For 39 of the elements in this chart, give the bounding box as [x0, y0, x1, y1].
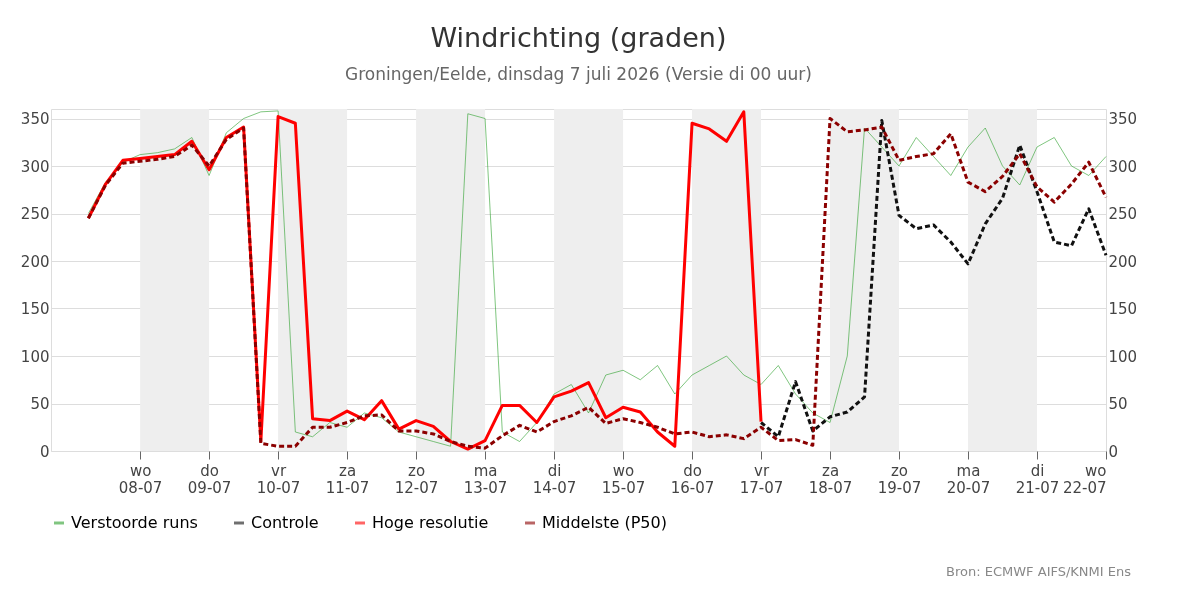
x-tick-label: do 16-07 [670, 461, 715, 497]
y2-tick-label: 100 [1108, 347, 1138, 366]
x-tick-label: vr 10-07 [256, 461, 301, 497]
y-tick-label: 250 [20, 205, 50, 223]
x-tick-label: di 14-07 [532, 461, 577, 497]
x-tick-label: za 18-07 [808, 461, 853, 497]
x-tick-label: wo 08-07 [118, 461, 163, 497]
y-tick-label: 0 [39, 442, 50, 461]
legend-label: Verstoorde runs [71, 513, 198, 532]
x-tick-label: do 09-07 [187, 461, 232, 497]
x-tick-label: wo 15-07 [601, 461, 646, 497]
y-tick-label: 200 [20, 252, 50, 271]
x-tick-label: ma 20-07 [946, 461, 991, 497]
y2-tick-label: 0 [1108, 442, 1119, 461]
y2-tick-label: 350 [1108, 110, 1138, 128]
chart-subtitle: Groningen/Eelde, dinsdag 7 juli 2026 (Versie di 00 uur) [345, 64, 812, 84]
text: Bron: ECMWF AIFS/KNMI Ens [946, 564, 1132, 579]
x-tick-label: ma 13-07 [463, 461, 508, 497]
y-tick-label: 300 [20, 157, 50, 176]
y-tick-label: 150 [20, 300, 50, 318]
y-tick-label: 50 [30, 395, 50, 413]
x-tick-label: vr 17-07 [739, 461, 784, 497]
legend-label: Middelste (P50) [542, 513, 667, 532]
chart-title: Windrichting (graden) [430, 22, 727, 53]
y-tick-label: 100 [20, 347, 50, 366]
y2-tick-label: 300 [1108, 157, 1138, 176]
x-tick-label: di 21-07 [1015, 461, 1060, 497]
x-tick-label: za 11-07 [325, 461, 370, 497]
legend-label: Hoge resolutie [372, 513, 489, 532]
x-tick-label: wo 22-07 [1062, 461, 1107, 497]
x-tick-label: zo 12-07 [394, 461, 439, 497]
x-tick-label: zo 19-07 [877, 461, 922, 497]
legend-label: Controle [251, 513, 319, 532]
y2-tick-label: 200 [1108, 252, 1138, 271]
y2-tick-label: 150 [1108, 300, 1138, 318]
y-tick-label: 350 [20, 110, 50, 128]
y2-tick-label: 250 [1108, 205, 1138, 223]
y2-tick-label: 50 [1108, 395, 1128, 413]
line-series [759, 118, 1108, 439]
